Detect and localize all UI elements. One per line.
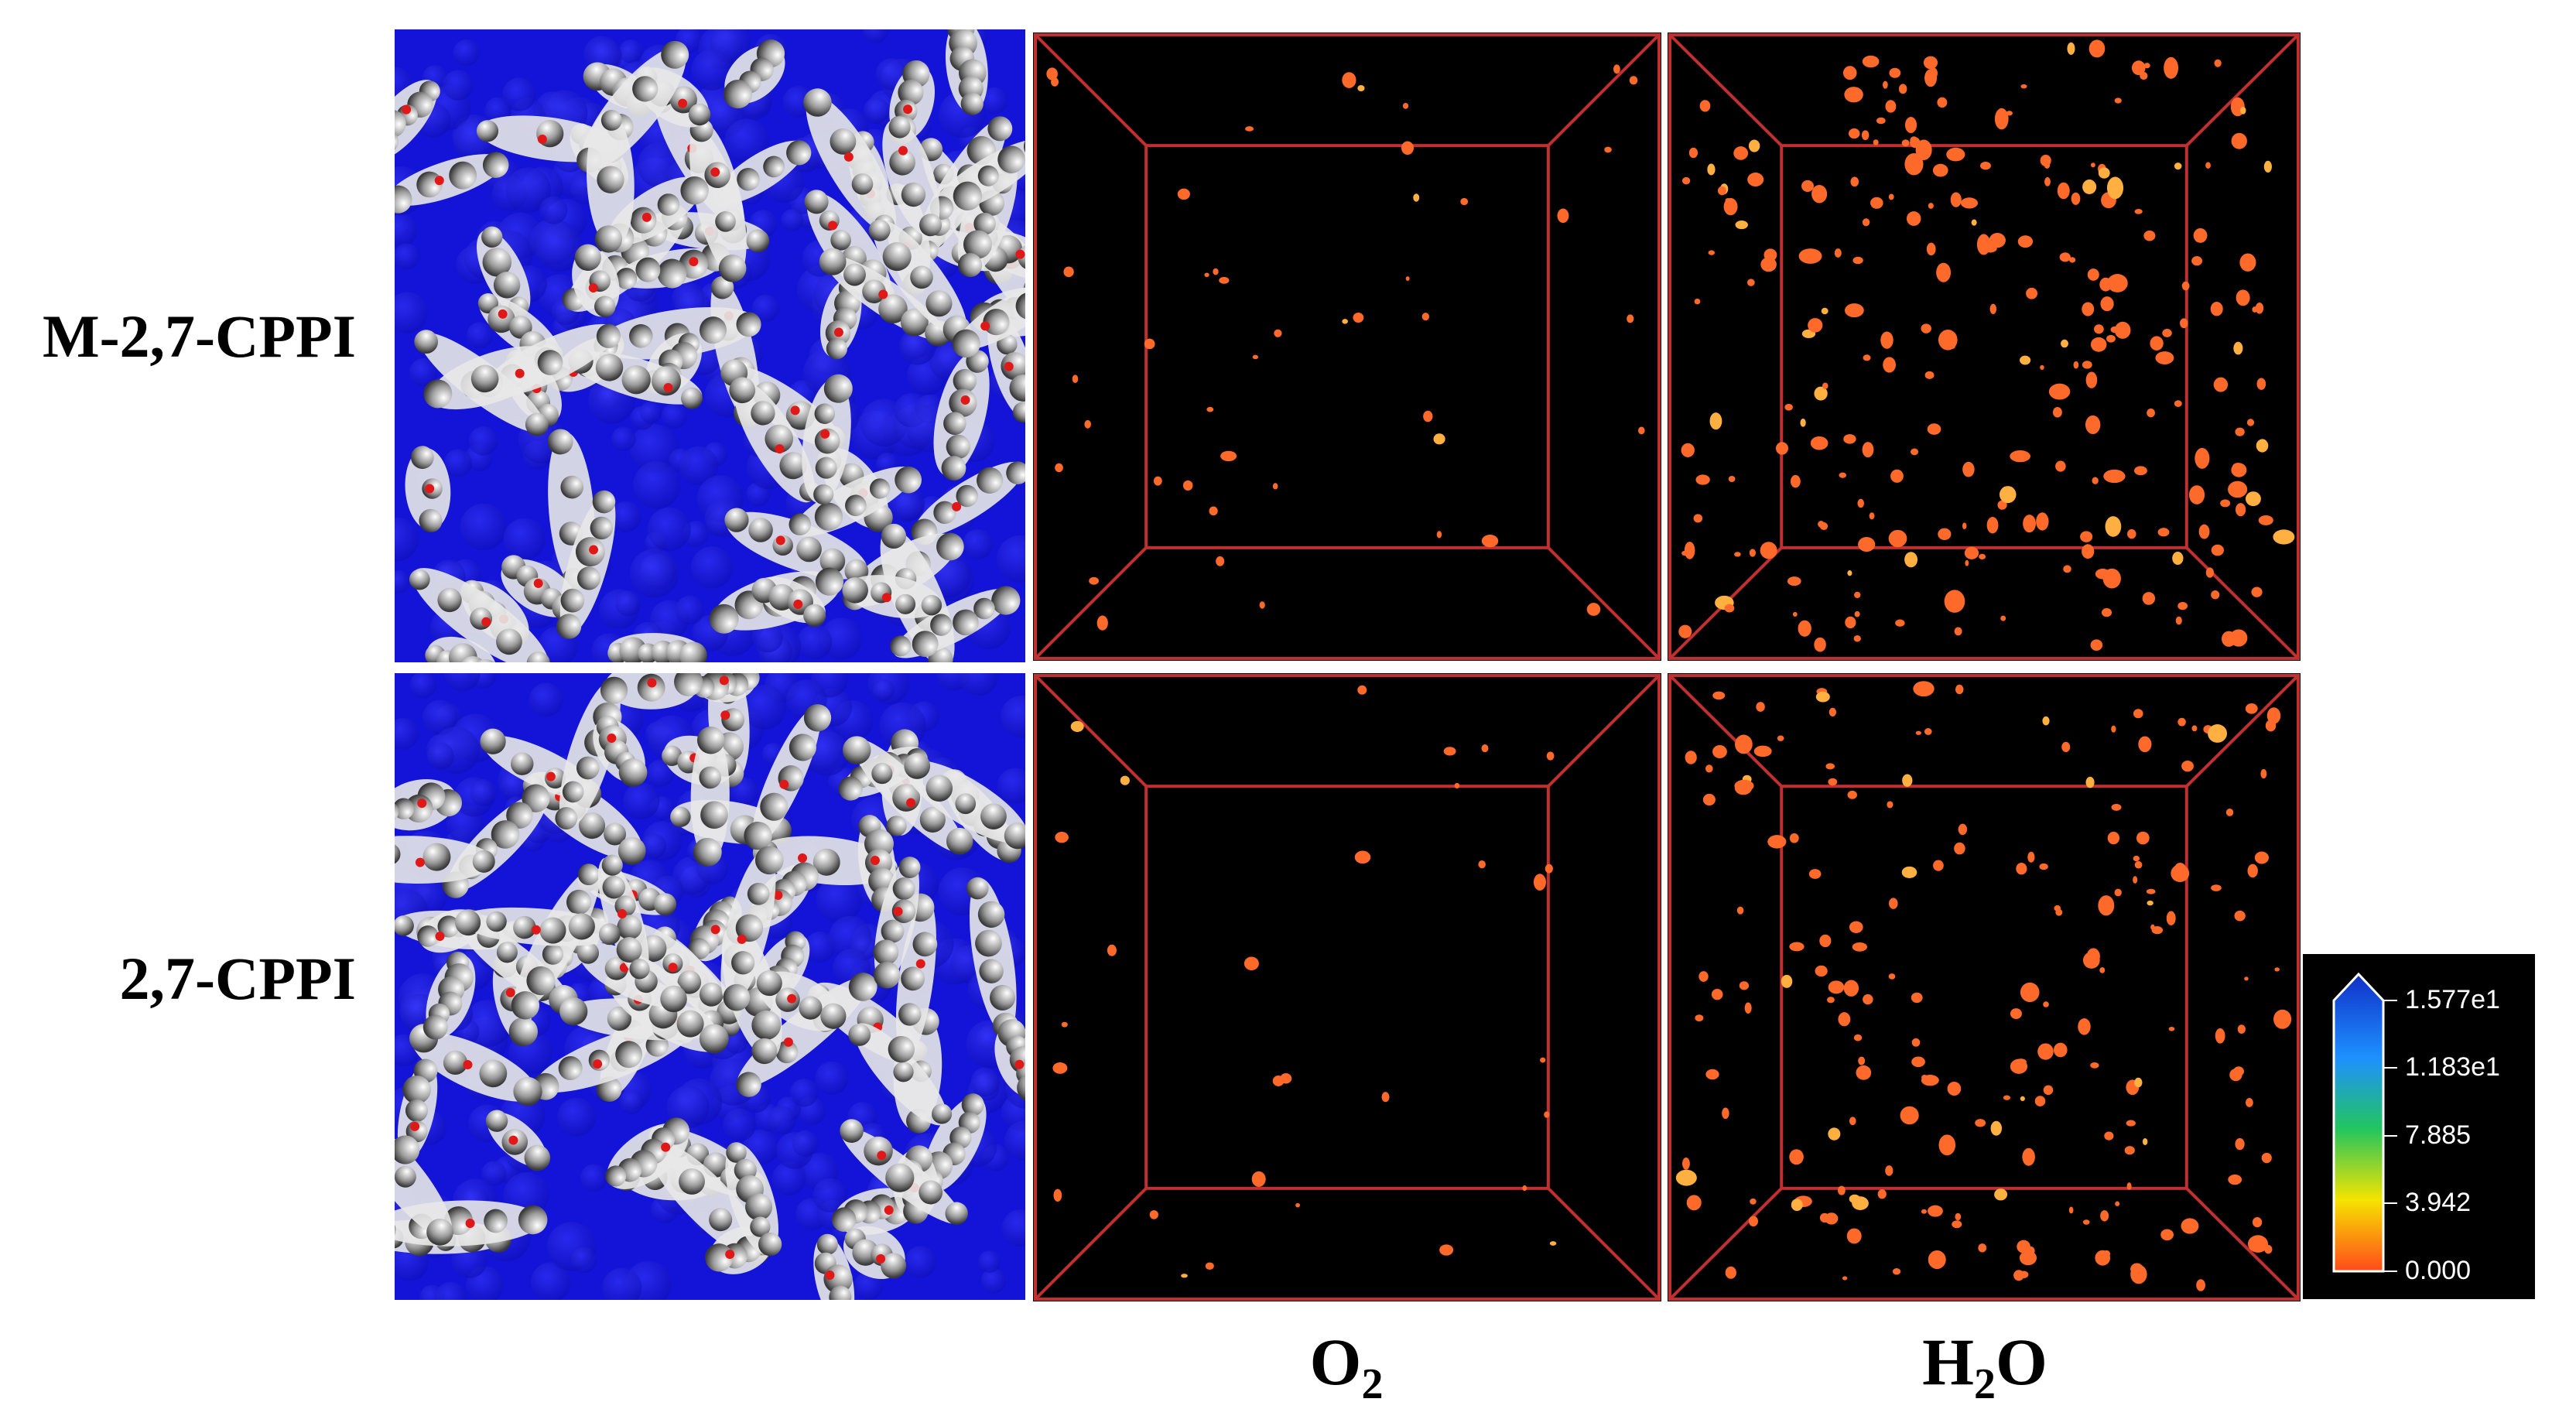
density-colorbar: 1.577e1 1.183e1 7.885 3.942 0.000 <box>2303 954 2535 1299</box>
column-label-h2o: H2O <box>1922 1325 2047 1409</box>
molecular-structure-m27cppi <box>395 29 1025 662</box>
row-label-27cppi: 2,7-CPPI <box>119 945 356 1012</box>
colorbar-tick-min: 0.000 <box>2405 1256 2472 1285</box>
density-box-m27cppi-o2 <box>1033 32 1661 661</box>
row-label-m27cppi: M-2,7-CPPI <box>42 303 356 370</box>
colorbar-tick-4: 3.942 <box>2405 1188 2472 1217</box>
column-label-o2: O2 <box>1309 1325 1384 1409</box>
density-box-m27cppi-h2o <box>1668 32 2301 661</box>
colorbar-tick-max: 1.577e1 <box>2405 985 2500 1014</box>
colorbar-tick-3: 7.885 <box>2405 1120 2472 1150</box>
colorbar-tick-2: 1.183e1 <box>2405 1052 2500 1082</box>
molecular-structure-27cppi <box>395 673 1025 1300</box>
density-box-27cppi-h2o <box>1668 673 2301 1301</box>
density-box-27cppi-o2 <box>1033 673 1661 1301</box>
